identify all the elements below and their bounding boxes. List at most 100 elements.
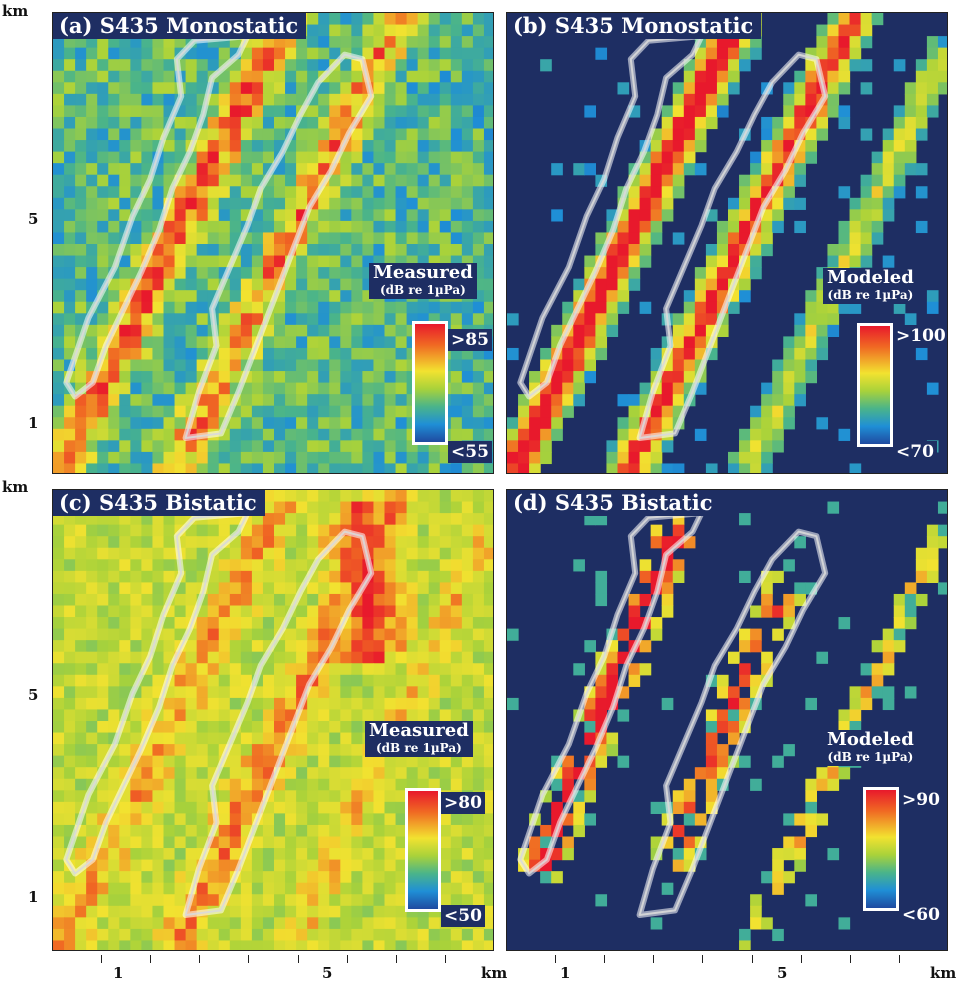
heatmap-cell	[307, 582, 319, 595]
bank-outline	[638, 530, 827, 916]
heatmap-cell	[373, 894, 386, 907]
heatmap-cell	[772, 928, 784, 942]
heatmap-cell	[97, 640, 109, 653]
heatmap-cell	[119, 405, 131, 418]
heatmap-cell	[395, 336, 408, 349]
heatmap-cell	[285, 593, 297, 607]
heatmap-cell	[262, 617, 275, 630]
heatmap-cell	[362, 417, 375, 430]
heatmap-cell	[794, 174, 806, 187]
heatmap-cell	[53, 547, 65, 560]
heatmap-cell	[472, 47, 485, 60]
heatmap-cell	[185, 536, 198, 549]
heatmap-cell	[152, 209, 165, 222]
heatmap-cell	[53, 105, 65, 118]
heatmap-cell	[860, 244, 873, 257]
heatmap-cell	[362, 582, 375, 595]
heatmap-cell	[108, 824, 120, 838]
heatmap-cell	[882, 255, 895, 268]
heatmap-cell	[340, 451, 352, 465]
heatmap-cell	[461, 894, 474, 907]
heatmap-cell	[97, 536, 109, 549]
heatmap-cell	[75, 440, 87, 453]
heatmap-cell	[461, 824, 474, 838]
heatmap-cell	[351, 59, 363, 72]
heatmap-cell	[672, 174, 685, 187]
heatmap-cell	[417, 301, 430, 314]
heatmap-cell	[904, 163, 917, 176]
heatmap-cell	[218, 405, 231, 418]
heatmap-cell	[108, 905, 120, 918]
heatmap-cell	[318, 451, 330, 465]
heatmap-cell	[329, 209, 341, 222]
heatmap-cell	[141, 559, 154, 572]
heatmap-cell	[207, 617, 220, 630]
heatmap-cell	[705, 36, 718, 49]
heatmap-cell	[97, 882, 109, 895]
heatmap-cell	[130, 382, 142, 395]
heatmap-cell	[772, 848, 784, 861]
heatmap-cell	[130, 582, 142, 595]
heatmap-cell	[240, 151, 253, 164]
heatmap-cell	[606, 255, 619, 268]
heatmap-cell	[185, 813, 198, 826]
heatmap-cell	[196, 209, 209, 222]
heatmap-cell	[307, 882, 319, 895]
heatmap-cell	[428, 47, 441, 60]
heatmap-cell	[750, 163, 762, 176]
heatmap-cell	[130, 70, 142, 83]
heatmap-cell	[783, 197, 795, 210]
heatmap-cell	[141, 513, 154, 526]
heatmap-cell	[75, 721, 87, 734]
heatmap-cell	[340, 151, 352, 164]
heatmap-cell	[141, 70, 154, 83]
heatmap-cell	[728, 244, 740, 257]
heatmap-cell	[285, 674, 297, 687]
heatmap-cell	[373, 451, 386, 465]
heatmap-cell	[251, 140, 264, 153]
heatmap-cell	[108, 47, 120, 60]
heatmap-cell	[207, 755, 220, 768]
heatmap-cell	[285, 582, 297, 595]
heatmap-cell	[218, 836, 231, 849]
x-tick-mark	[150, 955, 152, 963]
heatmap-cell	[617, 232, 630, 245]
heatmap-cell	[53, 128, 65, 141]
heatmap-cell	[86, 628, 98, 641]
heatmap-cell	[152, 651, 165, 664]
heatmap-cell	[595, 593, 608, 607]
heatmap-cell	[871, 13, 884, 26]
heatmap-cell	[185, 721, 198, 734]
heatmap-cell	[130, 697, 142, 711]
heatmap-cell	[285, 617, 297, 630]
legend-c-units: (dB re 1µPa)	[375, 741, 462, 755]
heatmap-cell	[904, 93, 917, 106]
heatmap-cell	[428, 778, 441, 791]
heatmap-cell	[716, 36, 729, 49]
heatmap-cell	[783, 105, 795, 118]
heatmap-cell	[185, 570, 198, 583]
heatmap-cell	[595, 755, 608, 768]
heatmap-cell	[439, 928, 452, 942]
heatmap-cell	[439, 894, 452, 907]
heatmap-cell	[285, 394, 297, 407]
heatmap-cell	[218, 186, 231, 199]
heatmap-cell	[229, 116, 242, 130]
heatmap-cell	[395, 59, 408, 72]
heatmap-cell	[86, 47, 98, 60]
heatmap-cell	[450, 405, 463, 418]
heatmap-cell	[163, 93, 176, 106]
heatmap-cell	[274, 451, 286, 465]
heatmap-cell	[739, 928, 751, 942]
heatmap-cell	[307, 174, 319, 187]
heatmap-cell	[373, 151, 386, 164]
heatmap-cell	[240, 755, 253, 768]
heatmap-cell	[761, 163, 773, 176]
heatmap-cell	[395, 513, 408, 526]
heatmap-cell	[53, 336, 65, 349]
heatmap-cell	[584, 336, 596, 349]
heatmap-cell	[141, 417, 154, 430]
heatmap-cell	[296, 744, 308, 757]
heatmap-cell	[130, 47, 142, 60]
heatmap-cell	[262, 686, 275, 699]
